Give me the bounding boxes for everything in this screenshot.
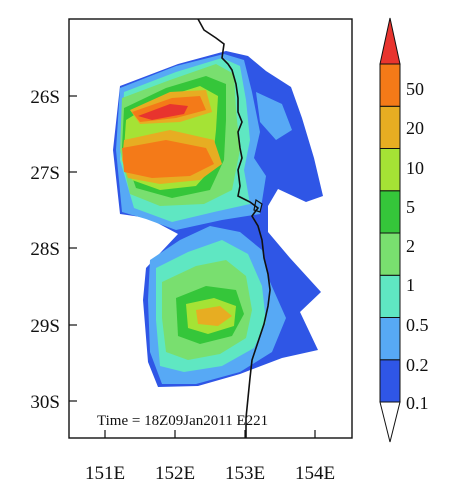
time-annotation: Time = 18Z09Jan2011 E221 bbox=[97, 413, 268, 429]
map-frame bbox=[68, 18, 353, 439]
lat-label-29s: 29S bbox=[30, 316, 60, 337]
island-outline bbox=[253, 199, 263, 213]
legend-label-20: 20 bbox=[406, 118, 424, 138]
rainfall-region-red bbox=[138, 104, 188, 120]
colorbar-band-1-2 bbox=[379, 232, 401, 276]
lat-label-28s: 28S bbox=[30, 239, 60, 260]
colorbar-band-5-10 bbox=[379, 148, 401, 192]
colorbar-band-0.1-0.2 bbox=[379, 359, 401, 403]
lon-label-153e: 153E bbox=[225, 463, 265, 484]
rainfall-field bbox=[113, 19, 323, 438]
coastline bbox=[197, 19, 271, 438]
colorbar-band-0.5-1 bbox=[379, 274, 401, 318]
colorbar-above-50 bbox=[379, 17, 401, 65]
legend-label-10: 10 bbox=[406, 158, 424, 178]
colorbar-below-0.1 bbox=[379, 401, 401, 443]
colorbar-band-10-20 bbox=[379, 105, 401, 149]
colorbar-band-0.2-0.5 bbox=[379, 317, 401, 361]
legend-label-0.2: 0.2 bbox=[406, 355, 429, 375]
latitude-axis bbox=[69, 95, 77, 402]
legend-label-2: 2 bbox=[406, 236, 415, 256]
legend-label-0.1: 0.1 bbox=[406, 393, 429, 413]
lat-label-30s: 30S bbox=[30, 392, 60, 413]
legend-label-1: 1 bbox=[406, 275, 415, 295]
lon-label-154e: 154E bbox=[295, 463, 335, 484]
lat-label-27s: 27S bbox=[30, 163, 60, 184]
map-plot-area: 26S 27S 28S 29S 30S 151E 152E 153E 154E … bbox=[30, 18, 353, 484]
colorbar-band-2-5 bbox=[379, 190, 401, 234]
colorbar-band-20-50 bbox=[379, 63, 401, 107]
colorbar-cells bbox=[379, 17, 401, 443]
lat-label-26s: 26S bbox=[30, 87, 60, 108]
lon-label-152e: 152E bbox=[155, 463, 195, 484]
longitude-axis bbox=[104, 430, 316, 438]
legend-label-50: 50 bbox=[406, 79, 424, 99]
legend-label-5: 5 bbox=[406, 197, 415, 217]
legend-label-0.5: 0.5 bbox=[406, 315, 429, 335]
lon-label-151e: 151E bbox=[85, 463, 125, 484]
colorbar-legend: 0.1 0.2 0.5 1 2 5 10 20 50 bbox=[379, 17, 429, 443]
